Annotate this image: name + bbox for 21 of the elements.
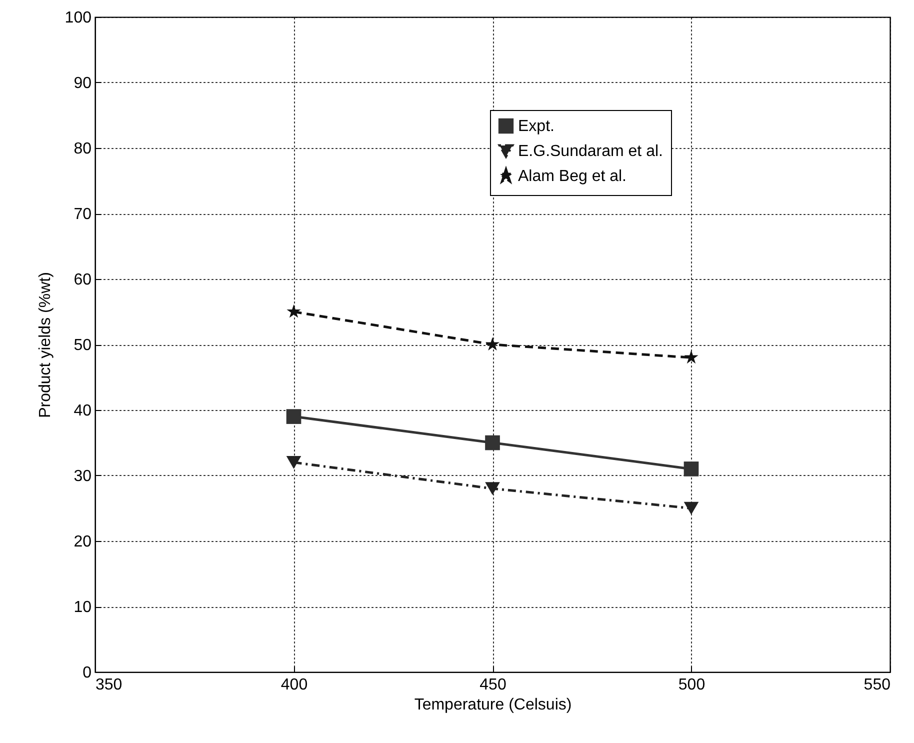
y-tick-label: 100 <box>64 10 92 26</box>
x-axis-title: Temperature (Celsuis) <box>414 696 572 714</box>
x-tick-label: 500 <box>678 676 706 694</box>
y-tick-label: 60 <box>74 272 92 288</box>
y-tick-label: 70 <box>74 206 92 223</box>
y-tick-label: 0 <box>82 664 92 682</box>
y-tick-label: 30 <box>74 468 92 485</box>
x-tick-label: 400 <box>280 676 308 694</box>
y-tick-label: 20 <box>74 534 92 550</box>
x-tick-label: 350 <box>96 676 122 694</box>
y-tick-label: 10 <box>74 599 92 616</box>
x-tick-label: 450 <box>480 676 506 694</box>
x-tick-label: 550 <box>864 676 891 694</box>
y-tick-label: 80 <box>74 140 92 158</box>
legend-label: Alam Beg et al. <box>518 168 626 185</box>
y-tick-label: 90 <box>74 75 92 92</box>
y-tick-label: 40 <box>74 402 92 420</box>
y-tick-label: 50 <box>74 337 92 354</box>
y-axis-title: Product yields (%wt) <box>36 272 54 418</box>
legend-label: E.G.Sundaram et al. <box>518 143 663 160</box>
legend-label: Expt. <box>518 118 554 135</box>
